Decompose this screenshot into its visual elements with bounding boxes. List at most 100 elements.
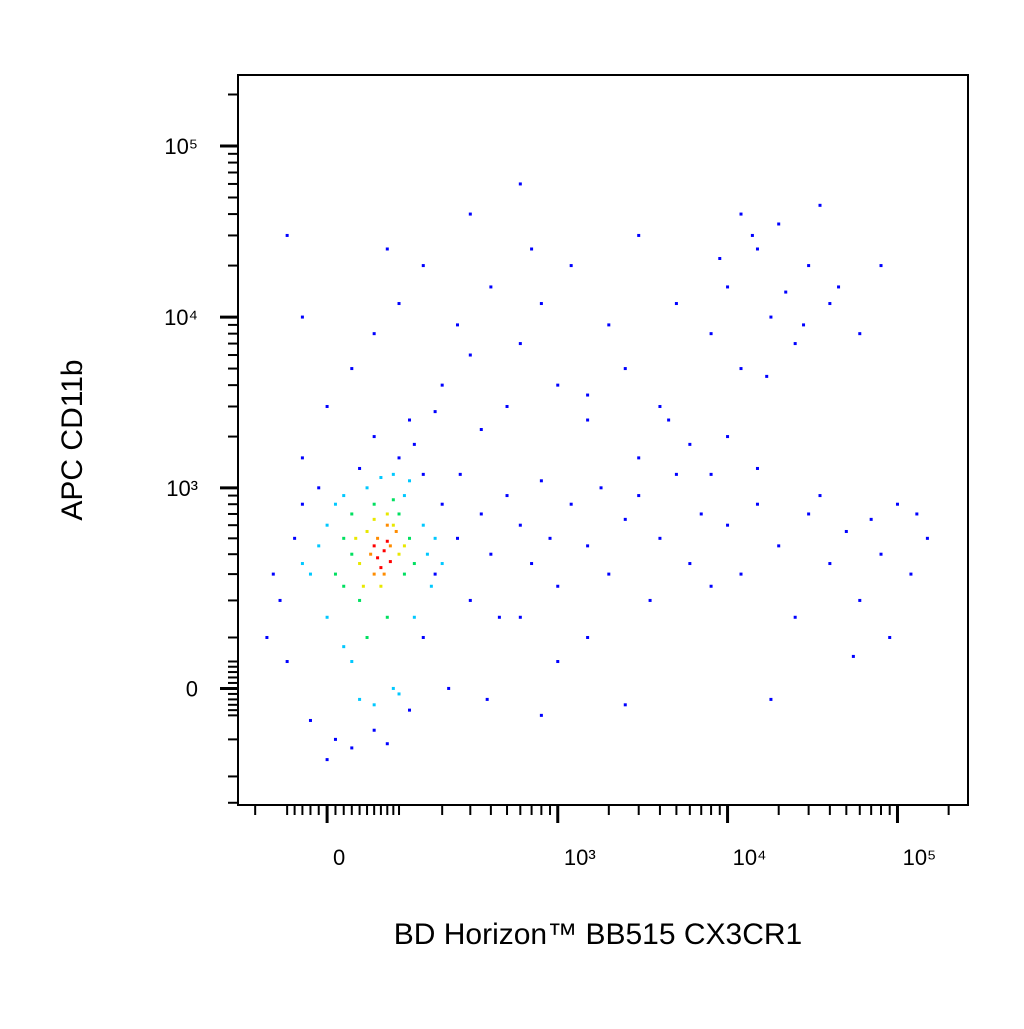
point: [412, 442, 416, 446]
point: [739, 367, 743, 371]
point: [755, 247, 759, 251]
point: [637, 494, 641, 498]
point: [623, 703, 627, 707]
point: [342, 645, 346, 649]
point: [769, 697, 773, 701]
point: [556, 660, 560, 664]
point: [385, 247, 389, 251]
point: [408, 479, 412, 483]
point: [869, 517, 873, 521]
point: [709, 584, 713, 588]
point: [818, 494, 822, 498]
point: [518, 523, 522, 527]
point: [429, 584, 433, 588]
point: [505, 494, 509, 498]
point: [586, 418, 590, 422]
point: [688, 562, 692, 566]
point: [455, 536, 459, 540]
x-tick-label: 0: [333, 845, 345, 870]
y-tick-label: 10³: [166, 476, 198, 501]
point: [556, 584, 560, 588]
point: [909, 572, 913, 576]
point: [325, 404, 329, 408]
point: [408, 708, 412, 712]
point: [394, 529, 398, 533]
point: [285, 233, 289, 237]
point: [851, 654, 855, 658]
point: [412, 615, 416, 619]
point: [726, 523, 730, 527]
point: [385, 512, 389, 516]
point: [518, 342, 522, 346]
point: [308, 572, 312, 576]
point: [385, 523, 389, 527]
point: [858, 598, 862, 602]
point: [518, 615, 522, 619]
point: [408, 536, 412, 540]
point: [308, 718, 312, 722]
point: [915, 512, 919, 516]
point: [777, 544, 781, 548]
y-tick-label: 0: [186, 676, 198, 701]
point: [497, 615, 501, 619]
point: [837, 285, 841, 289]
point: [709, 332, 713, 336]
point: [658, 404, 662, 408]
y-tick-label: 10⁵: [164, 134, 198, 159]
point: [325, 615, 329, 619]
point: [350, 746, 354, 750]
point: [539, 713, 543, 717]
point: [382, 572, 386, 576]
point: [425, 552, 429, 556]
point: [265, 635, 269, 639]
point: [382, 549, 386, 553]
point: [858, 332, 862, 336]
point: [784, 290, 788, 294]
point: [802, 323, 806, 327]
point: [391, 686, 395, 690]
point: [623, 367, 627, 371]
y-axis-label: APC CD11b: [56, 359, 89, 520]
point: [667, 418, 671, 422]
point: [285, 660, 289, 664]
point: [765, 374, 769, 378]
point: [726, 435, 730, 439]
point: [468, 598, 472, 602]
point: [755, 502, 759, 506]
point: [325, 523, 329, 527]
point: [358, 562, 362, 566]
point: [699, 512, 703, 516]
point: [317, 544, 321, 548]
point: [468, 212, 472, 216]
point: [793, 615, 797, 619]
point: [658, 536, 662, 540]
point: [447, 686, 451, 690]
point: [293, 536, 297, 540]
point: [458, 472, 462, 476]
point: [358, 466, 362, 470]
point: [777, 222, 781, 226]
point: [350, 660, 354, 664]
point: [333, 737, 337, 741]
point: [637, 456, 641, 460]
point: [421, 472, 425, 476]
point: [372, 544, 376, 548]
point: [844, 529, 848, 533]
point: [372, 502, 376, 506]
point: [391, 472, 395, 476]
point: [376, 536, 380, 540]
point: [440, 383, 444, 387]
point: [365, 486, 369, 490]
point: [739, 212, 743, 216]
point: [569, 502, 573, 506]
point: [607, 572, 611, 576]
point: [637, 233, 641, 237]
point: [379, 584, 383, 588]
point: [440, 562, 444, 566]
point: [433, 536, 437, 540]
point: [739, 572, 743, 576]
point: [358, 598, 362, 602]
point: [586, 393, 590, 397]
point: [385, 742, 389, 746]
